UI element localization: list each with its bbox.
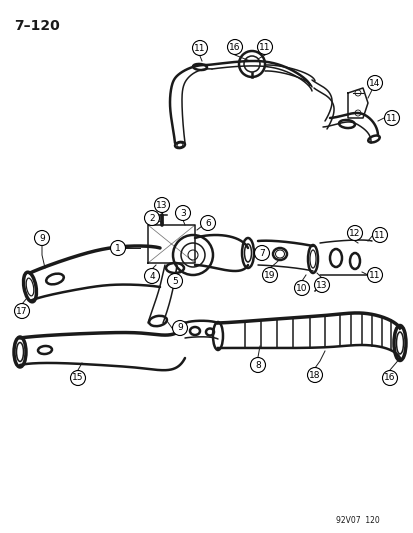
Circle shape: [372, 228, 387, 243]
Circle shape: [227, 39, 242, 54]
Circle shape: [200, 215, 215, 230]
Text: 16: 16: [229, 43, 240, 52]
Text: 17: 17: [16, 306, 28, 316]
Text: 13: 13: [156, 200, 167, 209]
Circle shape: [167, 273, 182, 288]
Text: 92V07  120: 92V07 120: [335, 516, 379, 525]
Circle shape: [294, 280, 309, 295]
Circle shape: [70, 370, 85, 385]
Text: 11: 11: [194, 44, 205, 52]
Circle shape: [382, 370, 396, 385]
Text: 9: 9: [39, 233, 45, 243]
Circle shape: [14, 303, 29, 319]
Circle shape: [384, 110, 399, 125]
Text: 1: 1: [115, 244, 121, 253]
Text: 11: 11: [259, 43, 270, 52]
Text: 19: 19: [263, 271, 275, 279]
Circle shape: [175, 206, 190, 221]
Text: 15: 15: [72, 374, 83, 383]
Text: 13: 13: [316, 280, 327, 289]
Text: 16: 16: [383, 374, 395, 383]
Text: 11: 11: [368, 271, 380, 279]
Circle shape: [367, 268, 382, 282]
Text: 6: 6: [204, 219, 210, 228]
Text: 8: 8: [254, 360, 260, 369]
Circle shape: [250, 358, 265, 373]
Text: 9: 9: [177, 324, 183, 333]
Circle shape: [172, 320, 187, 335]
Circle shape: [257, 39, 272, 54]
Text: 7–120: 7–120: [14, 19, 59, 33]
Text: 4: 4: [149, 271, 154, 280]
Text: 3: 3: [180, 208, 185, 217]
Circle shape: [254, 246, 269, 261]
Text: 14: 14: [368, 78, 380, 87]
Circle shape: [154, 198, 169, 213]
Circle shape: [347, 225, 362, 240]
Circle shape: [34, 230, 50, 246]
Circle shape: [262, 268, 277, 282]
Text: 11: 11: [373, 230, 385, 239]
Circle shape: [144, 211, 159, 225]
Text: 12: 12: [349, 229, 360, 238]
Circle shape: [110, 240, 125, 255]
Circle shape: [307, 367, 322, 383]
Text: 11: 11: [385, 114, 397, 123]
Circle shape: [192, 41, 207, 55]
Circle shape: [314, 278, 329, 293]
Text: 5: 5: [172, 277, 178, 286]
Text: 10: 10: [296, 284, 307, 293]
Circle shape: [367, 76, 382, 91]
Circle shape: [144, 269, 159, 284]
Text: 2: 2: [149, 214, 154, 222]
Text: 18: 18: [309, 370, 320, 379]
Text: 7: 7: [259, 248, 264, 257]
